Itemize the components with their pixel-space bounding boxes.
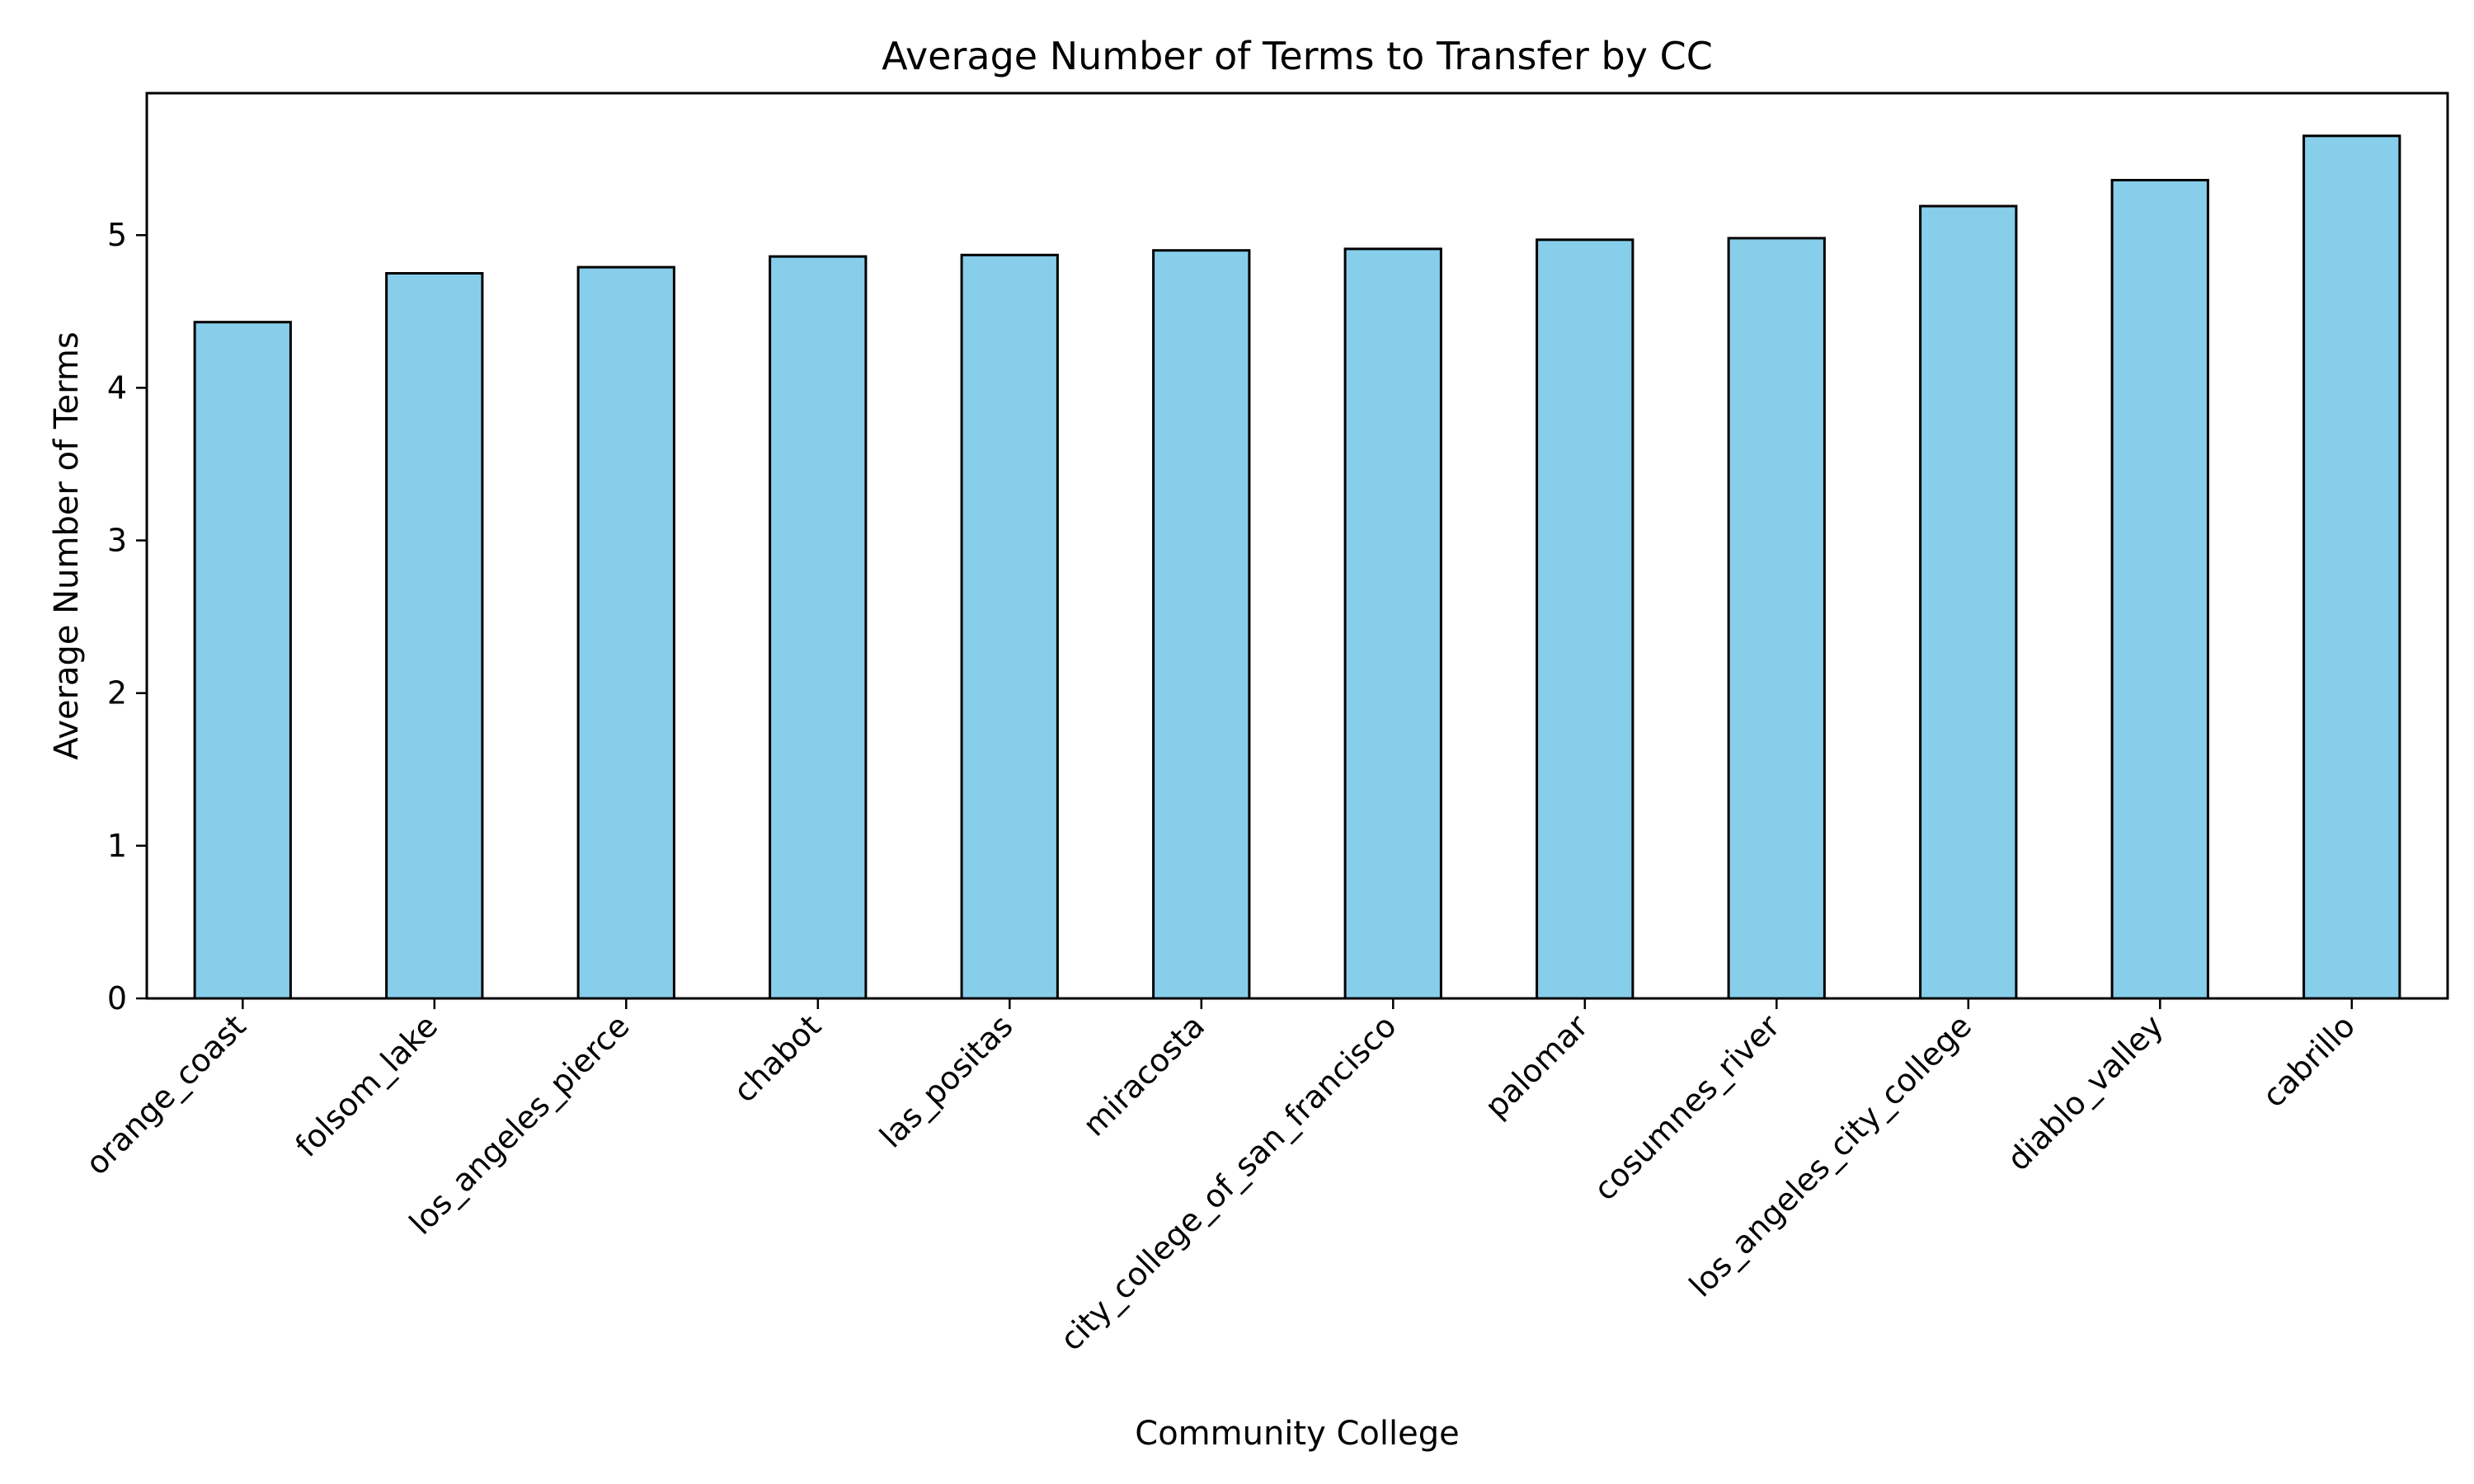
y-axis-label: Average Number of Terms bbox=[48, 331, 86, 759]
bar-los-angeles-city-college bbox=[1919, 204, 2018, 1000]
y-tick-label: 1 bbox=[107, 828, 127, 864]
x-tick-label: diablo_valley bbox=[2000, 1007, 2170, 1177]
y-tick-label: 4 bbox=[107, 369, 127, 406]
bar-los-angeles-pierce bbox=[576, 265, 675, 1000]
x-tick-label: miracosta bbox=[1076, 1007, 1211, 1143]
x-tick-label: cabrillo bbox=[2255, 1007, 2362, 1114]
y-tick-label: 5 bbox=[107, 217, 127, 253]
x-axis-ticks: orange_coast folsom_lakelos_angeles_pierc… bbox=[78, 998, 2362, 1358]
y-tick-label: 3 bbox=[107, 523, 127, 559]
y-axis-ticks: 0 1 2 3 4 5 bbox=[107, 217, 147, 1017]
x-tick-label: chabot bbox=[727, 1007, 828, 1109]
x-tick-label: los_angeles_pierce bbox=[402, 1007, 637, 1242]
x-tick-label: cosumnes_river bbox=[1587, 1007, 1787, 1208]
bar-diablo-valley bbox=[2110, 179, 2209, 1000]
bar-orange-coast bbox=[193, 321, 292, 1000]
y-tick-label: 0 bbox=[107, 980, 127, 1017]
chart-title: Average Number of Terms to Transfer by C… bbox=[882, 34, 1713, 78]
bar-palomar bbox=[1536, 238, 1634, 1000]
bar-cosumnes-river bbox=[1727, 237, 1826, 1000]
bar-city-college-of-san-francisco bbox=[1343, 247, 1442, 1000]
bar-chabot bbox=[769, 255, 868, 1000]
bars-group bbox=[193, 134, 2401, 1000]
bar-folsom-lake bbox=[385, 272, 484, 1000]
plot-area-frame bbox=[145, 92, 2449, 1000]
x-tick-label: las_positas bbox=[872, 1007, 1019, 1154]
x-tick-label: city_college_of_san_francisco bbox=[1053, 1007, 1404, 1358]
x-tick-label: palomar bbox=[1478, 1007, 1595, 1125]
x-tick-label: folsom_lake bbox=[289, 1007, 445, 1164]
bar-miracosta bbox=[1152, 249, 1251, 1000]
x-axis-label: Community College bbox=[1135, 1415, 1459, 1453]
y-tick-label: 2 bbox=[107, 675, 127, 711]
bar-cabrillo bbox=[2302, 134, 2401, 1000]
x-tick-label: orange_coast bbox=[78, 1007, 252, 1181]
bar-las-positas bbox=[960, 253, 1059, 1000]
